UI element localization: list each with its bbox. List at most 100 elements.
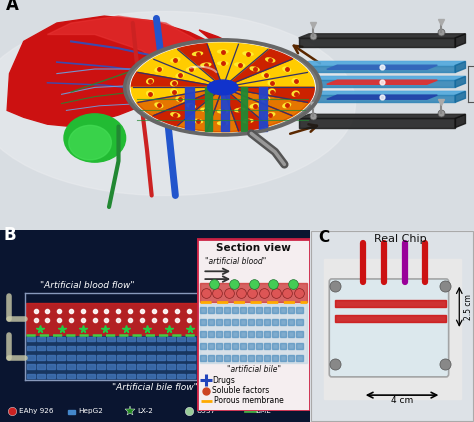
Ellipse shape xyxy=(192,52,202,55)
Bar xyxy=(272,319,279,325)
Text: 4 cm: 4 cm xyxy=(391,396,413,405)
Text: "artificial blood": "artificial blood" xyxy=(205,257,266,265)
Bar xyxy=(227,373,235,378)
Wedge shape xyxy=(137,87,223,116)
Polygon shape xyxy=(47,16,213,87)
Ellipse shape xyxy=(155,103,163,108)
Bar xyxy=(288,331,294,337)
Bar xyxy=(47,365,55,369)
Polygon shape xyxy=(455,76,465,87)
Text: Real Chip: Real Chip xyxy=(374,233,427,243)
Circle shape xyxy=(125,40,321,135)
Bar xyxy=(248,307,255,313)
Bar xyxy=(97,373,105,378)
Wedge shape xyxy=(223,87,309,116)
Ellipse shape xyxy=(283,103,291,108)
Bar xyxy=(27,346,36,350)
Text: "artificial bile": "artificial bile" xyxy=(227,365,281,373)
Bar xyxy=(77,337,85,341)
Ellipse shape xyxy=(292,78,299,84)
Circle shape xyxy=(130,43,315,132)
Bar xyxy=(280,319,286,325)
Polygon shape xyxy=(327,95,438,99)
Wedge shape xyxy=(223,72,314,87)
Bar xyxy=(107,337,115,341)
Ellipse shape xyxy=(266,58,275,62)
Ellipse shape xyxy=(218,122,228,125)
Text: EAhy 926: EAhy 926 xyxy=(19,408,54,414)
Bar xyxy=(280,343,286,349)
Ellipse shape xyxy=(243,119,253,123)
Bar xyxy=(208,355,214,362)
Ellipse shape xyxy=(69,125,111,160)
Bar xyxy=(217,365,225,369)
Bar xyxy=(177,337,185,341)
Bar xyxy=(37,355,46,360)
Polygon shape xyxy=(455,34,465,47)
Bar xyxy=(47,355,55,360)
Bar xyxy=(232,307,238,313)
Polygon shape xyxy=(455,114,465,127)
Bar xyxy=(177,346,185,350)
Text: C: C xyxy=(319,230,330,244)
Bar xyxy=(87,337,95,341)
Ellipse shape xyxy=(176,73,184,78)
Polygon shape xyxy=(299,114,465,119)
Bar xyxy=(335,315,446,322)
Bar xyxy=(87,365,95,369)
Bar xyxy=(147,373,155,378)
Bar xyxy=(256,319,263,325)
Ellipse shape xyxy=(155,67,163,72)
Ellipse shape xyxy=(201,108,211,112)
Bar xyxy=(224,355,230,362)
Bar xyxy=(57,373,65,378)
Bar xyxy=(280,331,286,337)
Bar xyxy=(288,307,294,313)
Bar xyxy=(335,300,446,307)
Bar xyxy=(197,365,205,369)
Bar xyxy=(97,355,105,360)
Text: "Artificial bile flow": "Artificial bile flow" xyxy=(112,383,198,392)
Bar xyxy=(224,331,230,337)
Bar xyxy=(200,284,307,303)
Bar xyxy=(264,355,271,362)
Wedge shape xyxy=(223,87,268,131)
Bar xyxy=(207,365,215,369)
Bar xyxy=(26,336,247,379)
Bar xyxy=(197,355,205,360)
Ellipse shape xyxy=(146,78,154,84)
Bar xyxy=(280,355,286,362)
Bar xyxy=(264,331,271,337)
Bar xyxy=(187,373,195,378)
Wedge shape xyxy=(153,87,223,126)
Ellipse shape xyxy=(218,50,228,53)
FancyBboxPatch shape xyxy=(197,239,310,411)
Bar xyxy=(227,355,235,360)
Wedge shape xyxy=(137,59,223,87)
Ellipse shape xyxy=(171,81,177,86)
Bar xyxy=(200,331,206,337)
Bar xyxy=(216,343,222,349)
Ellipse shape xyxy=(64,114,126,162)
Bar xyxy=(240,355,246,362)
Bar xyxy=(240,307,246,313)
Ellipse shape xyxy=(250,67,259,71)
Bar xyxy=(208,319,214,325)
Wedge shape xyxy=(223,87,268,131)
Bar xyxy=(200,307,206,313)
Bar xyxy=(37,346,46,350)
Text: "Artificial blood flow": "Artificial blood flow" xyxy=(40,281,135,289)
Bar xyxy=(26,303,247,335)
Bar xyxy=(232,319,238,325)
Bar xyxy=(221,87,229,131)
Bar xyxy=(296,343,302,349)
Ellipse shape xyxy=(171,113,180,117)
Bar xyxy=(248,331,255,337)
Bar xyxy=(197,373,205,378)
Bar xyxy=(217,346,225,350)
Bar xyxy=(177,373,185,378)
Bar xyxy=(167,373,175,378)
Wedge shape xyxy=(223,87,293,126)
Bar xyxy=(187,365,195,369)
Bar xyxy=(259,87,267,131)
